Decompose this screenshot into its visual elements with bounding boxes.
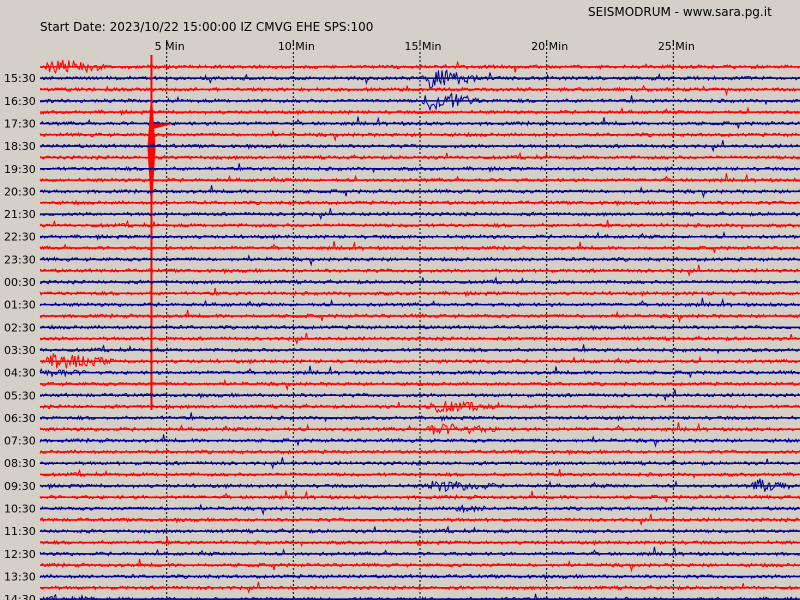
row-time-label: 19:30	[4, 163, 36, 176]
trace-blue	[39, 434, 800, 448]
row-time-label: 05:30	[4, 389, 36, 402]
row-time-label: 13:30	[4, 570, 36, 583]
row-time-label: 16:30	[4, 95, 36, 108]
station-title: SEISMODRUM - www.sara.pg.it	[588, 5, 772, 19]
row-time-label: 00:30	[4, 276, 36, 289]
row-time-label: 01:30	[4, 299, 36, 312]
x-tick-label: 15 Min	[404, 40, 441, 53]
row-time-label: 02:30	[4, 321, 36, 334]
row-time-label: 18:30	[4, 140, 36, 153]
row-time-label: 08:30	[4, 457, 36, 470]
trace-blue	[39, 324, 800, 332]
x-tick-label: 10 Min	[278, 40, 315, 53]
row-time-label: 10:30	[4, 503, 36, 516]
row-time-label: 23:30	[4, 253, 36, 266]
row-time-label: 07:30	[4, 435, 36, 448]
start-date-info: Start Date: 2023/10/22 15:00:00 IZ CMVG …	[40, 20, 374, 34]
row-time-label: 09:30	[4, 480, 36, 493]
x-tick-label: 25 Min	[658, 40, 695, 53]
row-time-label: 15:30	[4, 72, 36, 85]
row-time-label: 20:30	[4, 185, 36, 198]
row-time-label: 21:30	[4, 208, 36, 221]
trace-blue	[39, 365, 800, 378]
row-time-label: 14:30	[4, 593, 36, 600]
row-time-label: 11:30	[4, 525, 36, 538]
trace-red	[39, 241, 800, 254]
row-time-label: 06:30	[4, 412, 36, 425]
row-time-label: 04:30	[4, 367, 36, 380]
row-time-label: 12:30	[4, 548, 36, 561]
x-tick-label: 5 Min	[155, 40, 185, 53]
row-time-label: 17:30	[4, 117, 36, 130]
earthquake-spike-tail	[151, 123, 174, 130]
earthquake-spike-body	[147, 88, 156, 214]
row-time-label: 22:30	[4, 231, 36, 244]
trace-blue	[39, 457, 800, 470]
x-tick-label: 20 Min	[531, 40, 568, 53]
row-time-label: 03:30	[4, 344, 36, 357]
